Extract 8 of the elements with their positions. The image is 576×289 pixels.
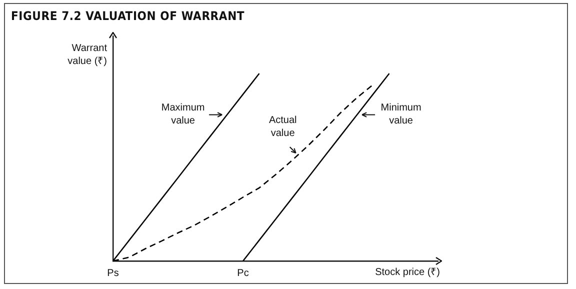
x-tick-label: Ps <box>107 268 119 279</box>
x-tick-label: Pc <box>237 268 249 279</box>
chart-title: FIGURE 7.2 VALUATION OF WARRANT <box>11 9 245 23</box>
series-label: Maximum value <box>161 102 205 126</box>
y-axis-title: Warrant value (₹) <box>68 42 108 67</box>
series-label: Actual value <box>268 114 297 139</box>
x-axis-title: Stock price (₹) <box>375 266 440 278</box>
series-label: Minimum value <box>380 102 422 126</box>
